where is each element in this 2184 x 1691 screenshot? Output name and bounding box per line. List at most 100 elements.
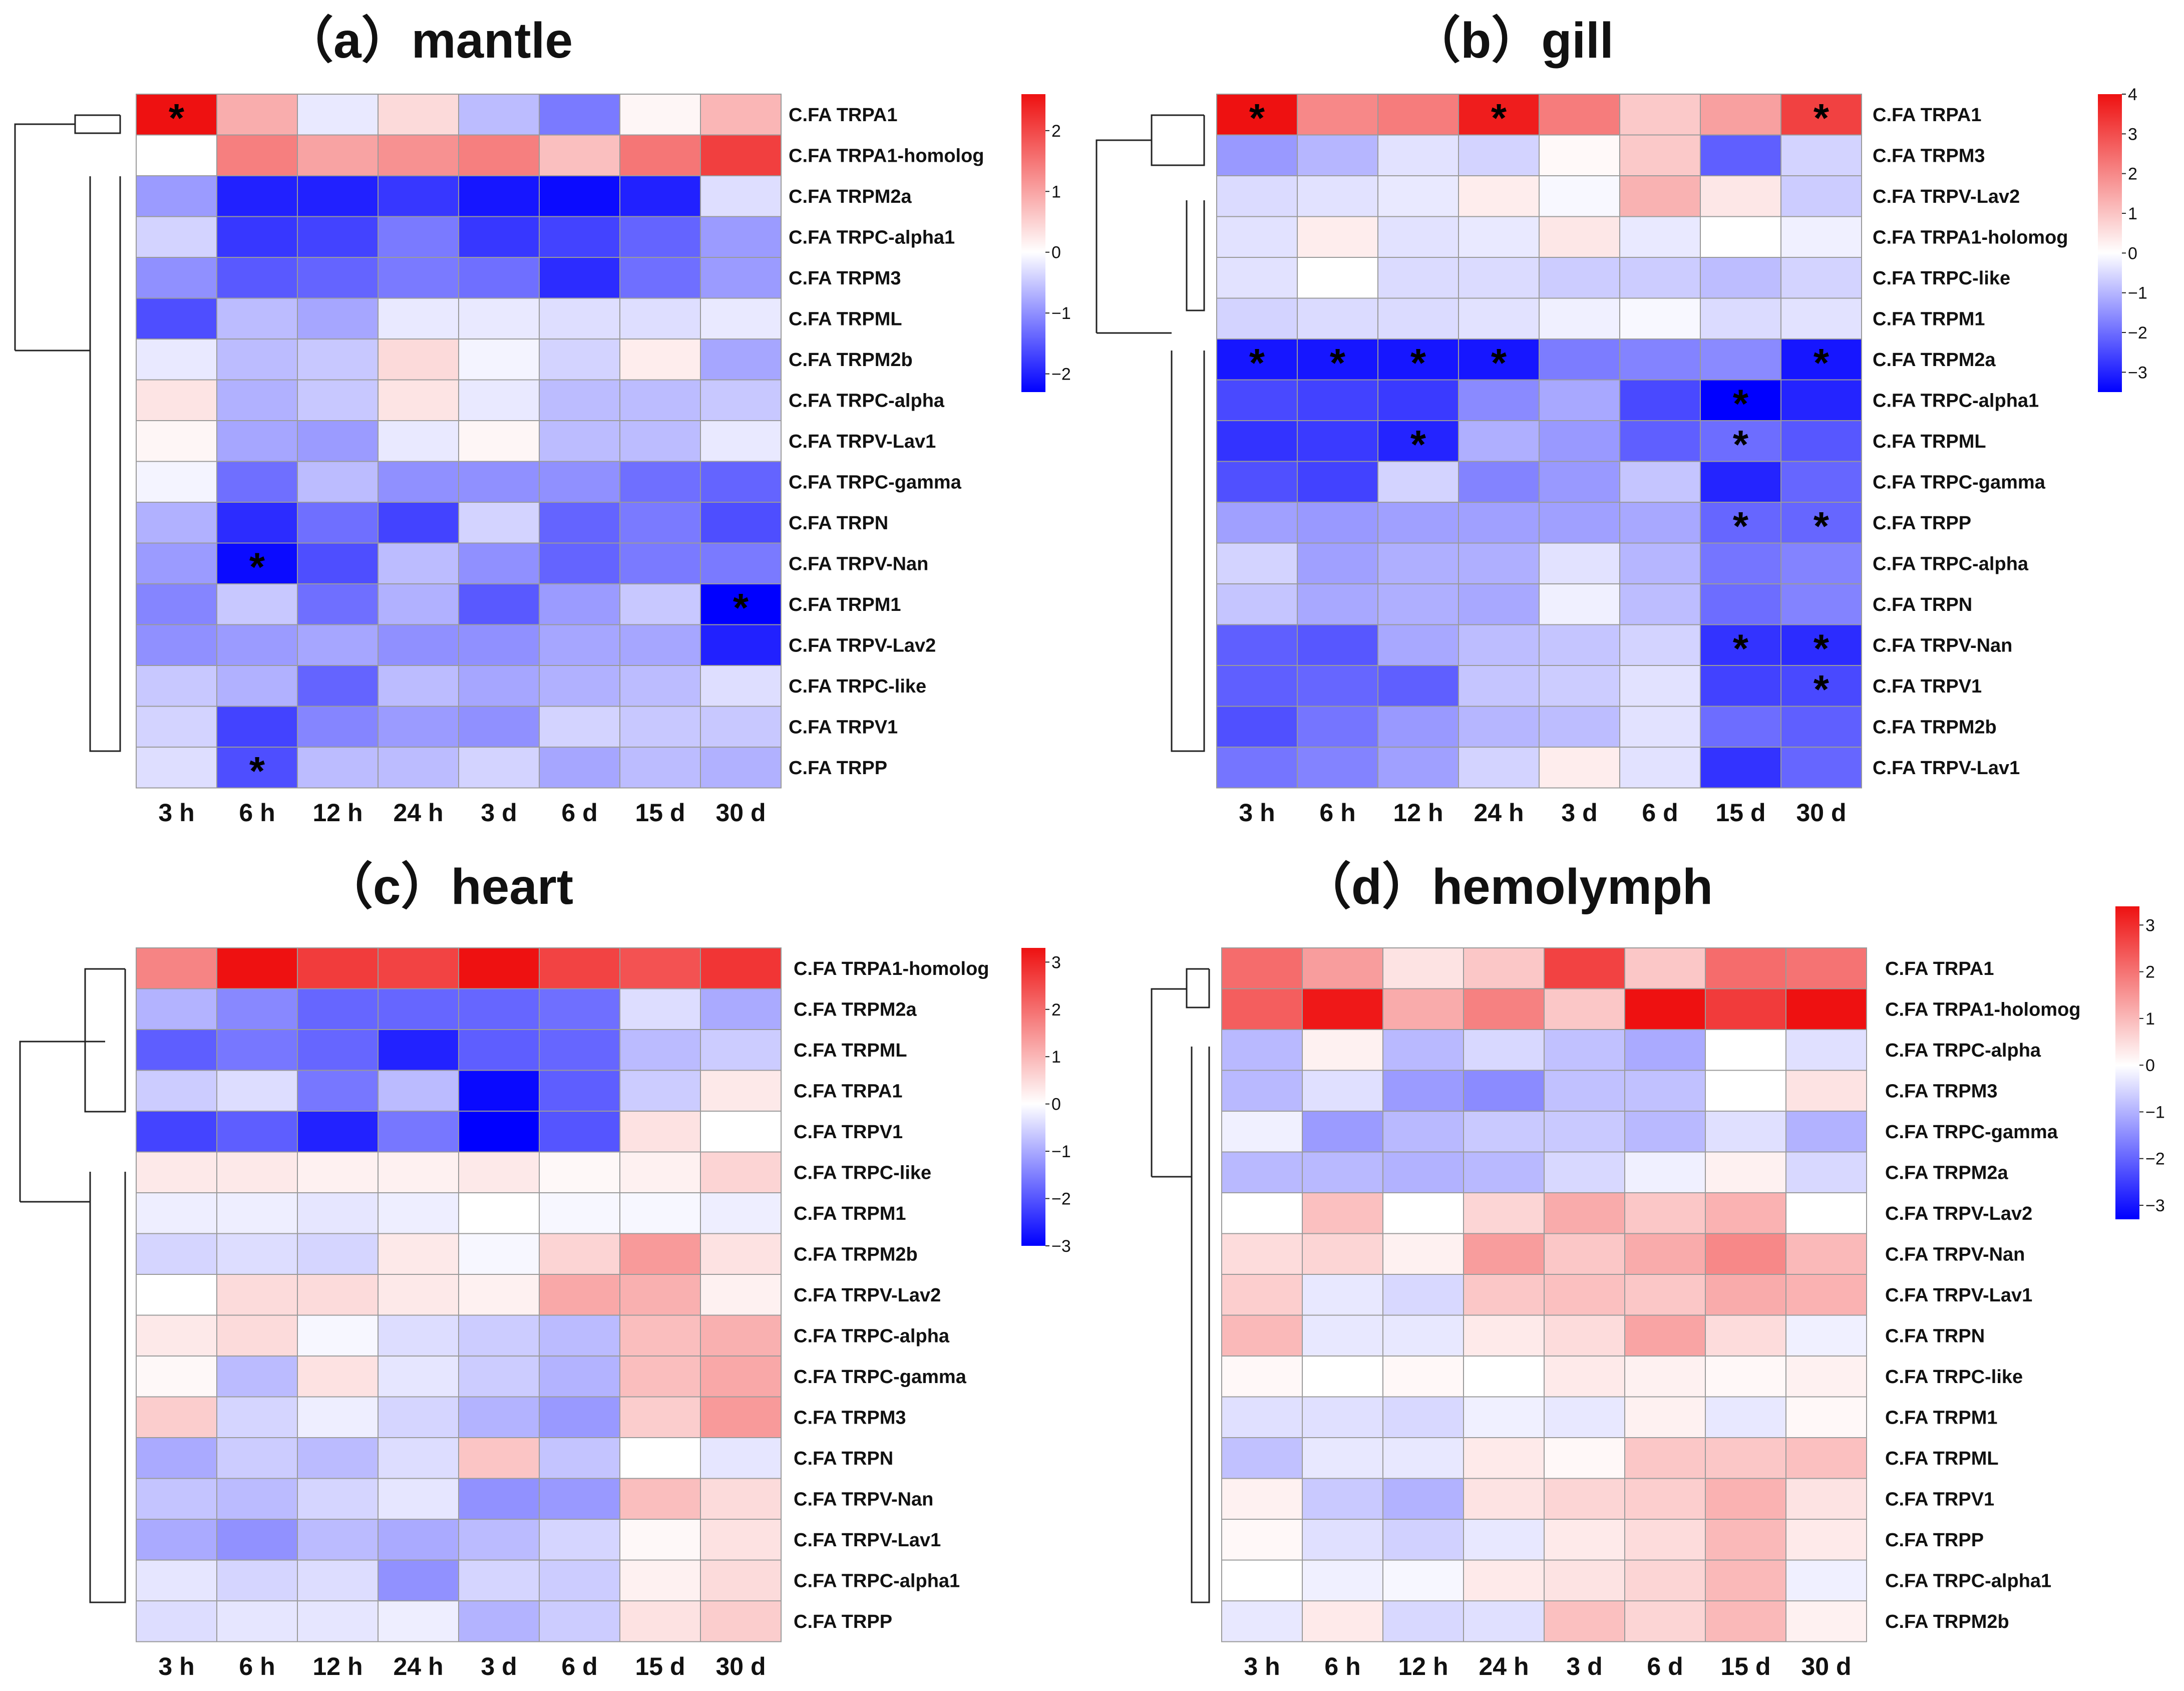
heatmap-cell <box>1302 988 1383 1030</box>
heatmap-cell <box>458 1111 540 1153</box>
heatmap-cell <box>1544 1029 1625 1071</box>
heatmap-cell <box>136 988 217 1030</box>
heatmap-cell <box>1458 297 1540 340</box>
heatmap-cell <box>378 583 459 625</box>
heatmap-cell <box>216 1111 298 1153</box>
heatmap-cell <box>1216 216 1298 258</box>
heatmap-cell <box>216 1519 298 1561</box>
row-label: C.FA TRPA1 <box>1885 958 1994 979</box>
colorbar-tick-label: 3 <box>1051 953 1061 972</box>
heatmap-cell <box>1705 1233 1786 1275</box>
colorbar-tick-label: 1 <box>2128 204 2137 223</box>
colorbar-tick-label: −2 <box>2128 323 2147 343</box>
heatmap-cell <box>619 1478 701 1520</box>
heatmap-cell <box>1377 461 1459 503</box>
heatmap-cell <box>378 420 459 462</box>
heatmap-cell <box>700 1559 782 1601</box>
column-label: 24 h <box>393 1652 443 1680</box>
dendrogram-branch <box>19 1041 105 1202</box>
heatmap-cell <box>539 1233 620 1275</box>
heatmap-cell <box>297 706 379 748</box>
heatmap-cell <box>1785 1029 1867 1071</box>
heatmap-cell <box>458 1070 540 1112</box>
heatmap-cell <box>216 583 298 625</box>
row-label: C.FA TRPV-Lav2 <box>1873 186 2020 207</box>
colorbar-tick-label: 0 <box>1051 243 1061 262</box>
heatmap-cell <box>1700 461 1781 503</box>
heatmap-cell <box>458 1029 540 1071</box>
row-label: C.FA TRPM2b <box>1873 717 1997 738</box>
column-label: 15 d <box>635 799 685 827</box>
heatmap-cell <box>1382 1233 1464 1275</box>
row-label: C.FA TRPC-alpha1 <box>1873 390 2039 411</box>
heatmap-cell <box>458 257 540 299</box>
heatmap-cell <box>216 747 298 789</box>
heatmap-cell <box>458 747 540 789</box>
heatmap-cell <box>539 1274 620 1316</box>
heatmap-cell <box>458 1151 540 1193</box>
heatmap-cell <box>458 297 540 340</box>
row-label: C.FA TRPN <box>1885 1325 1985 1346</box>
colorbar-tick-label: 0 <box>2128 244 2137 263</box>
heatmap-cell <box>1700 420 1781 462</box>
heatmap-cell <box>1302 1192 1383 1234</box>
heatmap-cell <box>458 1437 540 1479</box>
heatmap-cell <box>1780 583 1862 625</box>
heatmap-cell <box>1619 379 1701 421</box>
row-label: C.FA TRPC-alpha <box>1873 553 2029 574</box>
heatmap-cell <box>1463 1559 1545 1601</box>
heatmap-cell <box>1458 134 1540 176</box>
heatmap-cell <box>1221 1029 1303 1071</box>
heatmap-cell <box>297 94 379 136</box>
heatmap-cell <box>378 1396 459 1438</box>
heatmap-cell <box>1619 420 1701 462</box>
heatmap-cell <box>216 624 298 666</box>
heatmap-cell <box>216 502 298 544</box>
heatmap-cell <box>297 420 379 462</box>
colorbar-tick-label: −2 <box>2145 1150 2165 1169</box>
heatmap-cell <box>1221 1356 1303 1398</box>
heatmap-cell <box>216 94 298 136</box>
row-label: C.FA TRPV-Nan <box>1873 635 2012 656</box>
heatmap-cell <box>297 1356 379 1398</box>
row-label: C.FA TRPC-alpha1 <box>1885 1570 2051 1591</box>
heatmap-cell <box>1619 339 1701 381</box>
heatmap-cell <box>619 379 701 421</box>
column-label: 3 h <box>158 799 194 827</box>
heatmap-cell <box>1458 665 1540 707</box>
row-label: C.FA TRPML <box>1873 431 1986 452</box>
heatmap-cell <box>1458 216 1540 258</box>
heatmap-cell <box>1458 542 1540 584</box>
heatmap-cell <box>136 257 217 299</box>
heatmap-cell <box>1382 1314 1464 1357</box>
heatmap-cell <box>136 134 217 176</box>
heatmap-cell <box>1458 379 1540 421</box>
heatmap-cell <box>1458 94 1540 136</box>
row-label: C.FA TRPA1-holomog <box>1885 999 2081 1020</box>
heatmap-cell <box>1539 297 1620 340</box>
column-label: 12 h <box>312 1652 362 1680</box>
heatmap-cell <box>700 747 782 789</box>
heatmap-cell <box>1624 947 1706 989</box>
heatmap-cell <box>700 1151 782 1193</box>
heatmap-cell <box>1377 665 1459 707</box>
heatmap-cell <box>1624 988 1706 1030</box>
heatmap-cell <box>1297 297 1378 340</box>
heatmap-cell <box>297 1519 379 1561</box>
heatmap-cell <box>378 379 459 421</box>
heatmap-cell <box>1780 297 1862 340</box>
row-label: C.FA TRPM2a <box>794 999 917 1020</box>
heatmap-cell <box>1700 502 1781 544</box>
heatmap-cell <box>297 1559 379 1601</box>
heatmap-cell <box>619 988 701 1030</box>
heatmap-cell <box>1624 1274 1706 1316</box>
heatmap-cell <box>539 297 620 340</box>
heatmap-cell <box>1780 216 1862 258</box>
heatmap-cell <box>1216 297 1298 340</box>
heatmap-cell <box>378 134 459 176</box>
heatmap-cell <box>1785 1437 1867 1479</box>
heatmap-cell <box>458 1559 540 1601</box>
heatmap-cell <box>1221 988 1303 1030</box>
heatmap-cell <box>700 1519 782 1561</box>
column-label: 15 d <box>1720 1652 1770 1680</box>
